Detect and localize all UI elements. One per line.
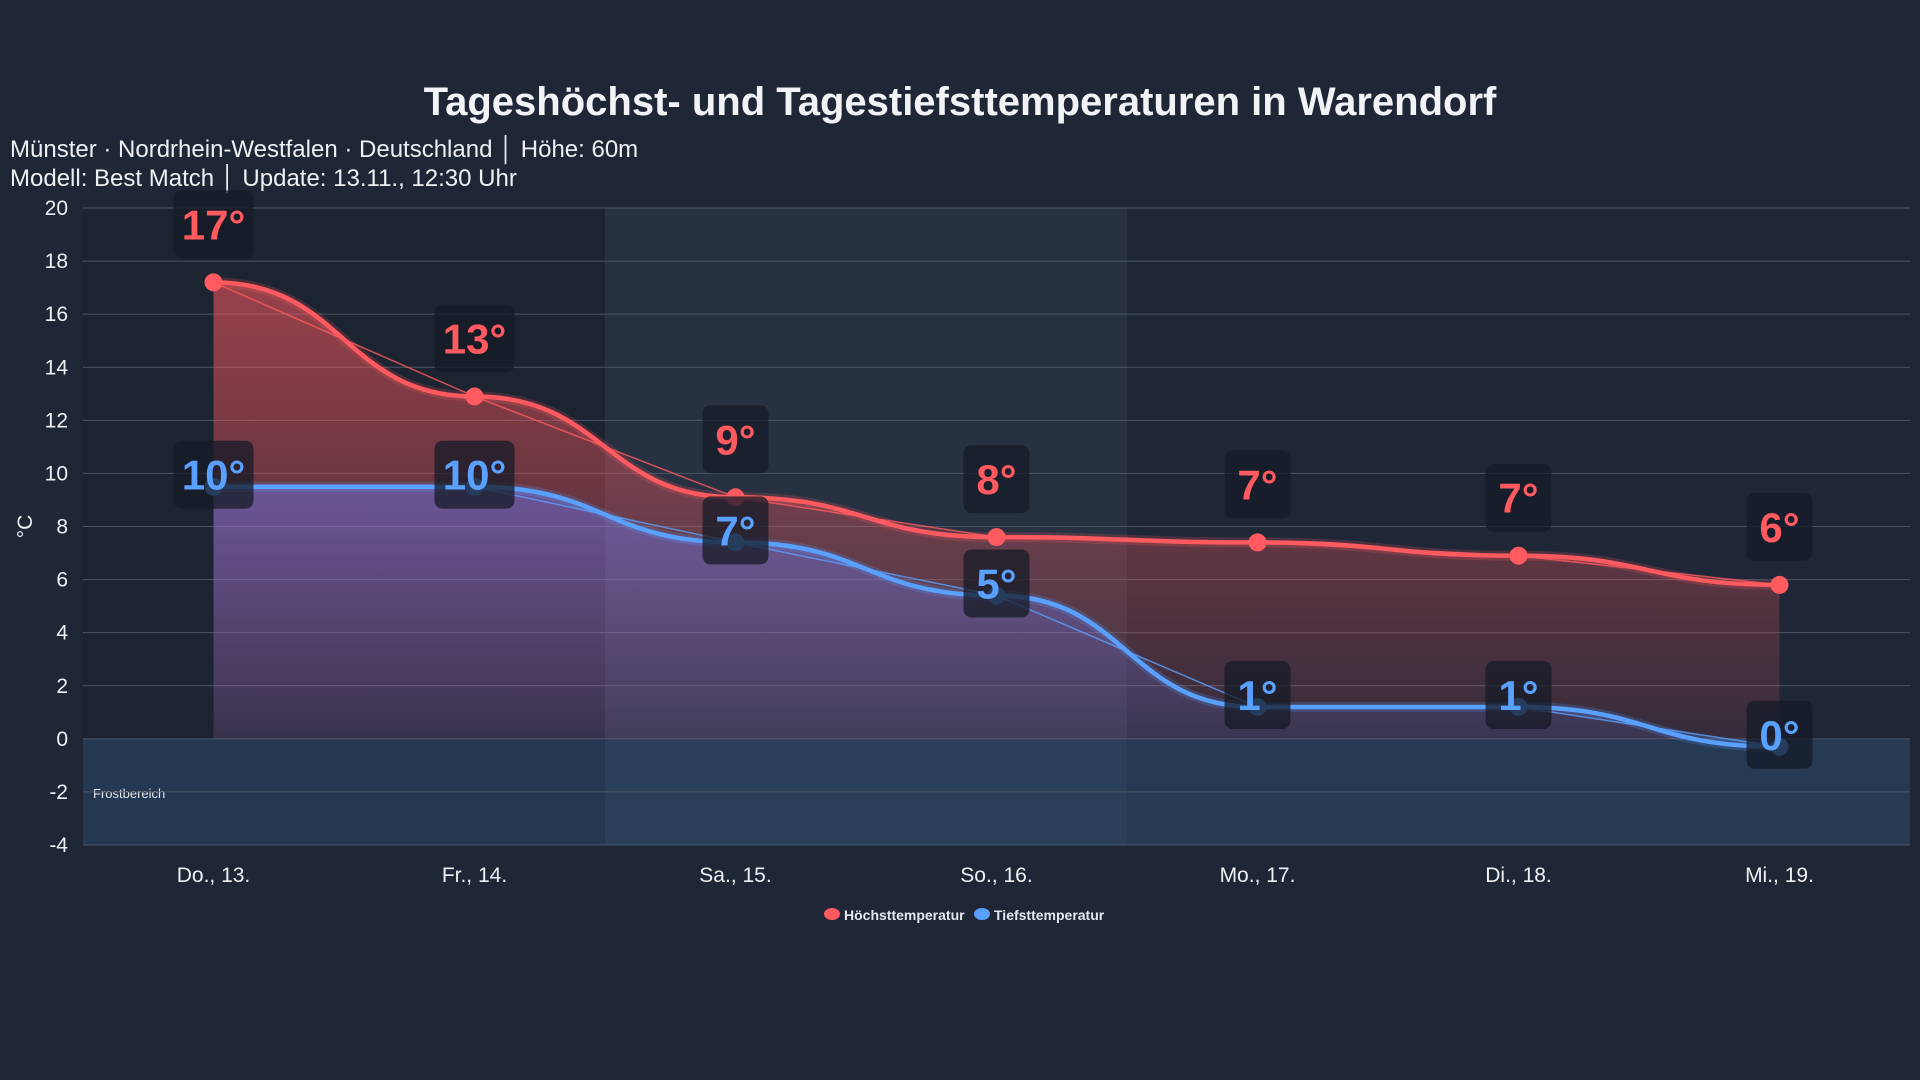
- data-label-low: 1°: [1498, 672, 1538, 719]
- point-high: [465, 387, 484, 406]
- data-label-high: 8°: [976, 456, 1016, 503]
- x-tick-label: Fr., 14.: [442, 864, 507, 887]
- legend-label-high: Höchsttemperatur: [844, 907, 965, 923]
- point-high: [1509, 546, 1528, 565]
- y-tick-label: 18: [45, 250, 68, 273]
- legend-label-low: Tiefsttemperatur: [994, 907, 1105, 923]
- data-label-low: 7°: [715, 507, 755, 554]
- y-tick-label: -2: [49, 781, 68, 804]
- x-tick-label: Di., 18.: [1485, 864, 1552, 887]
- data-label-box-high: [1224, 450, 1291, 519]
- data-label-box-high: [1746, 492, 1813, 561]
- y-tick-label: 2: [56, 675, 68, 698]
- y-tick-label: 10: [45, 462, 68, 485]
- point-high: [204, 273, 223, 292]
- data-label-box-high: [1485, 463, 1552, 532]
- y-tick-label: 12: [45, 409, 68, 432]
- data-label-high: 9°: [715, 416, 755, 463]
- y-tick-label: 4: [56, 622, 68, 645]
- x-tick-label: Do., 13.: [177, 864, 251, 887]
- chart-title: Tageshöchst- und Tagestiefsttemperaturen…: [423, 80, 1497, 124]
- y-tick-label: -4: [49, 834, 68, 857]
- y-tick-label: 8: [56, 516, 68, 539]
- frost-label: Frostbereich: [93, 786, 165, 801]
- x-tick-label: Sa., 15.: [699, 864, 771, 887]
- x-tick-label: Mo., 17.: [1220, 864, 1296, 887]
- data-label-box-high: [963, 445, 1030, 514]
- data-label-low: 10°: [443, 452, 507, 499]
- chart-subtitle-location: Münster · Nordrhein-Westfalen · Deutschl…: [10, 136, 639, 163]
- data-label-high: 6°: [1759, 504, 1799, 551]
- data-label-high: 7°: [1498, 475, 1538, 522]
- data-label-box-high: [173, 190, 254, 259]
- y-axis-label: °C: [14, 515, 37, 539]
- y-tick-label: 0: [56, 728, 68, 751]
- data-label-box-high: [434, 304, 515, 373]
- data-label-high: 17°: [182, 201, 246, 248]
- chart-subtitle-model: Modell: Best Match │ Update: 13.11., 12:…: [10, 165, 517, 192]
- x-tick-label: So., 16.: [960, 864, 1032, 887]
- legend-marker-high: [824, 908, 840, 920]
- data-label-box-low: [702, 496, 769, 565]
- y-tick-label: 14: [45, 356, 69, 379]
- data-label-low: 0°: [1759, 712, 1799, 759]
- data-label-box-low: [173, 440, 254, 509]
- data-label-low: 1°: [1237, 672, 1277, 719]
- data-label-low: 10°: [182, 452, 246, 499]
- data-label-high: 7°: [1237, 461, 1277, 508]
- data-label-box-low: [434, 440, 515, 509]
- data-label-box-low: [1224, 660, 1291, 729]
- y-tick-label: 20: [45, 197, 68, 220]
- point-high: [1770, 575, 1789, 594]
- data-label-high: 13°: [443, 315, 507, 362]
- data-label-box-low: [1746, 700, 1813, 769]
- y-tick-label: 16: [45, 303, 68, 326]
- legend-marker-low: [974, 908, 990, 920]
- data-label-box-high: [702, 405, 769, 474]
- point-high: [1248, 533, 1267, 552]
- data-label-box-low: [963, 549, 1030, 618]
- x-tick-label: Mi., 19.: [1745, 864, 1814, 887]
- data-label-low: 5°: [976, 561, 1016, 608]
- data-label-box-low: [1485, 660, 1552, 729]
- y-tick-label: 6: [56, 569, 68, 592]
- point-high: [987, 528, 1006, 547]
